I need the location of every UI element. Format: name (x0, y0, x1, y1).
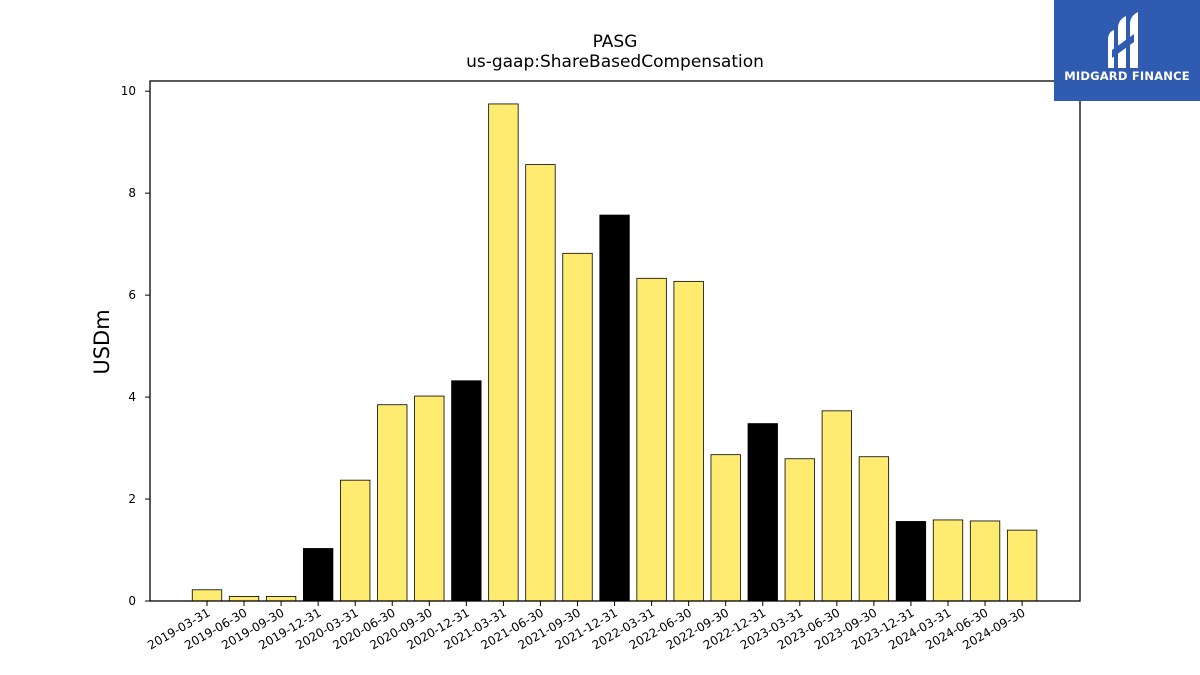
bar-2024-06-30 (969, 520, 1001, 602)
bar-2020-12-31 (451, 380, 482, 602)
bar-2022-06-30 (673, 280, 704, 602)
bar-2024-03-31 (932, 519, 964, 602)
chart-title: PASG (592, 32, 638, 52)
y-tick-label: 6 (128, 288, 136, 302)
bar-2024-09-30 (1006, 529, 1038, 602)
bar-2020-06-30 (377, 404, 408, 602)
bar-2019-03-31 (191, 589, 223, 602)
y-axis: 0 2 4 6 8 10 (121, 84, 150, 608)
bar-2021-09-30 (562, 252, 593, 602)
logo-text: MIDGARD FINANCE (1064, 69, 1190, 83)
chart-titles: PASG us-gaap:ShareBasedCompensation (150, 32, 1080, 72)
plot-frame (149, 80, 1081, 602)
bar-2022-09-30 (710, 454, 741, 602)
bar-2019-09-30 (265, 596, 297, 602)
y-tick-label: 2 (128, 492, 136, 506)
bar-2021-06-30 (525, 164, 556, 602)
bar-2019-12-31 (302, 548, 334, 602)
bar-2023-03-31 (784, 458, 815, 602)
bar-2021-03-31 (488, 103, 519, 602)
x-axis: 2019-03-312019-06-302019-09-302019-12-31… (145, 601, 1028, 652)
bar-2020-09-30 (414, 395, 445, 602)
y-tick-label: 0 (128, 594, 136, 608)
bar-2022-12-31 (747, 423, 778, 602)
bar-2023-06-30 (821, 410, 852, 602)
logo-mark-icon (1108, 12, 1138, 68)
bar-2019-06-30 (228, 596, 260, 602)
bar-2023-12-31 (895, 521, 927, 602)
bar-2021-12-31 (599, 214, 630, 602)
bar-2023-09-30 (858, 456, 890, 602)
chart-subtitle: us-gaap:ShareBasedCompensation (466, 52, 764, 72)
y-tick-label: 4 (128, 390, 136, 404)
y-tick-label: 10 (121, 84, 136, 98)
y-tick-label: 8 (128, 186, 136, 200)
bar-2022-03-31 (636, 277, 667, 602)
bars-group (191, 103, 1038, 602)
midgard-finance-logo: MIDGARD FINANCE (1054, 0, 1200, 101)
bar-2020-03-31 (340, 479, 371, 602)
